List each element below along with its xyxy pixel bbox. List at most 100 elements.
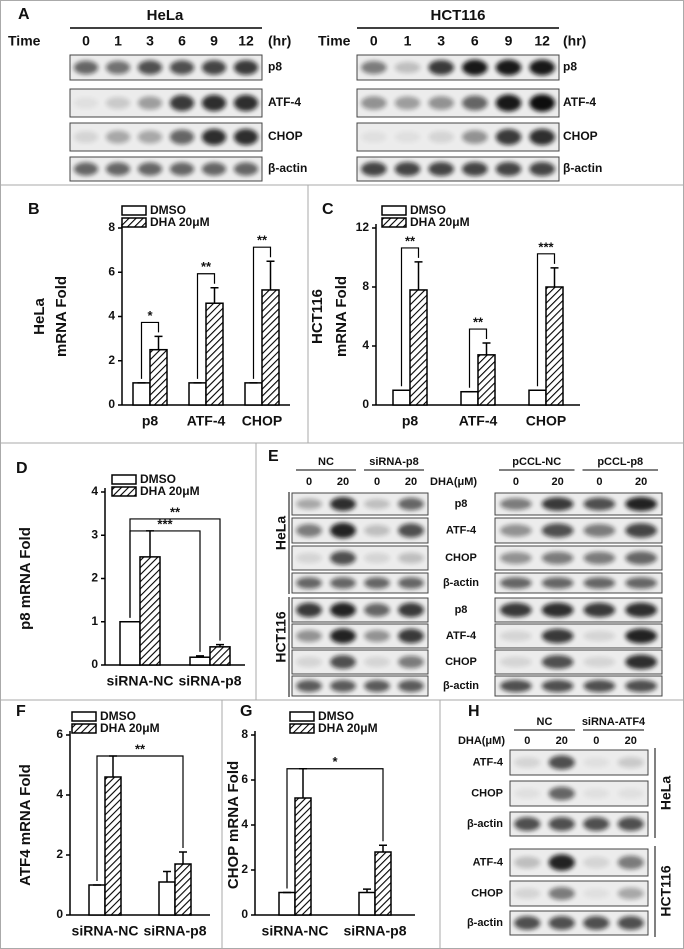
protein-label: p8 [455, 604, 468, 616]
dose-label: DHA(μM) [458, 735, 505, 747]
significance-bracket [96, 755, 184, 881]
blot-band [428, 161, 454, 177]
blot-band [583, 788, 610, 799]
blot-band [583, 888, 610, 899]
bar [88, 884, 106, 916]
time-unit: (hr) [563, 33, 586, 49]
blot-band [233, 128, 259, 146]
x-tick-label: CHOP [526, 413, 566, 429]
blot-band [500, 656, 532, 668]
error-bar [414, 261, 423, 290]
panel-label: A [18, 6, 30, 23]
blot-band [500, 498, 532, 510]
legend-swatch [111, 474, 137, 485]
bar [392, 389, 411, 406]
protein-label: ATF-4 [268, 95, 301, 109]
blot-band [361, 131, 387, 143]
protein-label: CHOP [445, 552, 477, 564]
group-header: pCCL-NC [512, 456, 561, 468]
significance-bracket [140, 321, 160, 379]
blot-strip [356, 88, 560, 118]
dose: 0 [374, 476, 380, 488]
legend-label: DHA 20μM [410, 215, 470, 229]
blot-band [105, 162, 131, 176]
group-header: NC [318, 456, 334, 468]
panel-label: C [322, 201, 334, 218]
time-point: 1 [114, 33, 122, 49]
error-bar [266, 260, 275, 290]
blot-strip [494, 572, 663, 594]
y-tick-label: 6 [108, 264, 115, 278]
blot-band [137, 162, 163, 176]
blot-band [361, 96, 387, 110]
legend-swatch [381, 217, 407, 228]
y-tick-label: 2 [91, 571, 98, 585]
y-tick-label: 2 [56, 847, 63, 861]
blot-band [583, 916, 610, 930]
y-axis-label: HeLa [31, 298, 48, 335]
group-header: siRNA-p8 [369, 456, 419, 468]
bar [358, 891, 376, 916]
significance-label: * [332, 754, 338, 769]
blot-band [364, 577, 390, 589]
blot-band [541, 523, 574, 538]
y-axis-label: mRNA Fold [333, 276, 350, 357]
blot-band [428, 60, 454, 75]
bar [209, 646, 231, 666]
blot-band [330, 628, 356, 644]
significance-label: *** [157, 516, 173, 531]
blot-band [548, 916, 575, 930]
blot-band [462, 95, 488, 111]
blot-band [583, 524, 616, 537]
error-bar [379, 844, 387, 852]
panel-label: E [268, 448, 279, 465]
legend-swatch [121, 205, 147, 216]
blot-strip [494, 675, 663, 697]
dose: 20 [337, 476, 349, 488]
time-label: Time [318, 33, 351, 49]
blot-band [583, 577, 616, 589]
time-point: 0 [82, 33, 90, 49]
panel-label: G [240, 703, 252, 720]
blot-band [73, 162, 99, 176]
blot-strip [291, 492, 429, 516]
blot-band [296, 552, 322, 564]
x-tick-label: siRNA-p8 [143, 923, 206, 939]
dose: 20 [635, 476, 647, 488]
blot-band [137, 130, 163, 144]
significance-label: ** [201, 259, 212, 274]
time-point: 12 [534, 33, 550, 49]
bar [119, 621, 141, 666]
error-bar [179, 851, 187, 864]
y-tick-label: 8 [241, 727, 248, 741]
x-tick-label: siRNA-NC [107, 673, 174, 689]
blot-band [330, 602, 356, 618]
significance-bracket [468, 328, 488, 388]
blot-band [330, 551, 356, 565]
error-bar [109, 755, 117, 777]
group-header: siRNA-ATF4 [582, 716, 646, 728]
y-axis-label: p8 mRNA Fold [17, 527, 34, 630]
legend-label: DHA 20μM [150, 215, 210, 229]
legend-label: DMSO [100, 709, 136, 723]
x-tick-label: CHOP [242, 413, 282, 429]
blot-band [583, 630, 616, 642]
time-unit: (hr) [268, 33, 291, 49]
blot-band [541, 679, 574, 693]
blot-band [583, 679, 616, 693]
protein-label: p8 [268, 60, 282, 74]
blot-band [462, 59, 488, 76]
y-tick-label: 0 [108, 397, 115, 411]
blot-band [583, 817, 610, 831]
blot-band [330, 655, 356, 669]
legend-label: DHA 20μM [100, 721, 160, 735]
error-bar [146, 530, 154, 557]
blot-band [364, 524, 390, 537]
blot-band [296, 630, 322, 642]
y-tick-label: 6 [241, 772, 248, 786]
bar [278, 891, 296, 916]
y-tick-label: 0 [241, 907, 248, 921]
blot-band [583, 656, 616, 668]
bar [409, 289, 428, 406]
blot-band [529, 128, 555, 146]
